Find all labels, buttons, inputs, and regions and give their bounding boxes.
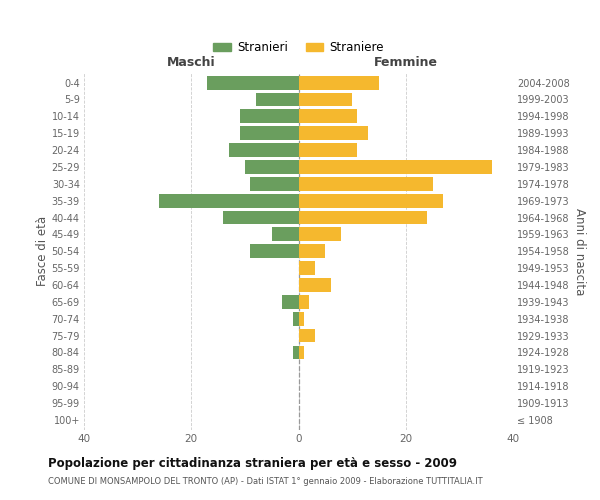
Bar	[299, 76, 379, 90]
Y-axis label: Fasce di età: Fasce di età	[35, 216, 49, 286]
Bar	[299, 160, 491, 174]
Text: Maschi: Maschi	[167, 56, 215, 69]
Bar	[229, 143, 299, 157]
Text: Femmine: Femmine	[374, 56, 438, 69]
Bar	[299, 92, 352, 106]
Bar	[299, 194, 443, 207]
Bar	[299, 110, 358, 124]
Text: Popolazione per cittadinanza straniera per età e sesso - 2009: Popolazione per cittadinanza straniera p…	[48, 458, 457, 470]
Bar	[299, 177, 433, 190]
Bar	[245, 160, 299, 174]
Bar	[299, 228, 341, 241]
Bar	[293, 312, 299, 326]
Bar	[299, 261, 314, 275]
Bar	[299, 312, 304, 326]
Bar	[239, 126, 299, 140]
Bar	[283, 295, 299, 309]
Bar	[299, 278, 331, 292]
Bar	[299, 244, 325, 258]
Text: COMUNE DI MONSAMPOLO DEL TRONTO (AP) - Dati ISTAT 1° gennaio 2009 - Elaborazione: COMUNE DI MONSAMPOLO DEL TRONTO (AP) - D…	[48, 478, 482, 486]
Bar	[299, 295, 309, 309]
Bar	[299, 328, 314, 342]
Bar	[208, 76, 299, 90]
Bar	[239, 110, 299, 124]
Bar	[293, 346, 299, 360]
Bar	[250, 244, 299, 258]
Bar	[159, 194, 299, 207]
Bar	[299, 126, 368, 140]
Legend: Stranieri, Straniere: Stranieri, Straniere	[209, 36, 388, 59]
Bar	[223, 210, 299, 224]
Bar	[299, 346, 304, 360]
Bar	[299, 143, 358, 157]
Bar	[299, 210, 427, 224]
Bar	[272, 228, 299, 241]
Y-axis label: Anni di nascita: Anni di nascita	[572, 208, 586, 295]
Bar	[250, 177, 299, 190]
Bar	[256, 92, 299, 106]
